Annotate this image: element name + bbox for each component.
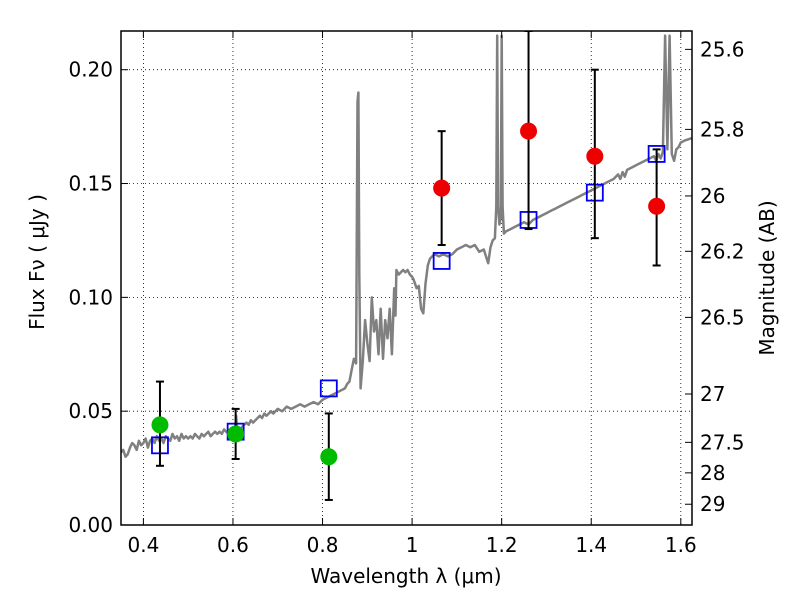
mag-tick-label: 26 xyxy=(700,184,725,208)
mag-tick-label: 27.5 xyxy=(700,430,745,454)
model-square-marker xyxy=(432,252,451,270)
x-tick-label: 0.6 xyxy=(217,533,249,557)
x-tick-label: 1 xyxy=(406,533,419,557)
y-tick-label: 0.05 xyxy=(68,399,113,423)
mag-tick-label: 26.5 xyxy=(700,305,745,329)
x-tick-label: 1.4 xyxy=(575,533,607,557)
mag-tick-label: 25.8 xyxy=(700,117,745,141)
mag-tick-label: 28 xyxy=(700,461,725,485)
axis-ticks: 0.4 0.6 0.8 1 1.2 1.4 1.6 0.00 0.05 0.10 0.15 0.20 2… xyxy=(68,31,745,557)
y-tick-label: 0.10 xyxy=(68,285,113,309)
y-tick-label: 0.15 xyxy=(68,172,113,196)
x-tick-label: 1.6 xyxy=(665,533,697,557)
x-tick-label: 0.8 xyxy=(307,533,339,557)
y-tick-label: 0.00 xyxy=(68,513,113,537)
plot-data xyxy=(121,31,692,501)
mag-tick-label: 25.6 xyxy=(700,37,745,61)
mag-tick-label: 26.2 xyxy=(700,239,745,263)
detections-point xyxy=(433,179,451,197)
model-square-marker xyxy=(319,379,338,398)
detections-point xyxy=(648,197,666,215)
y-axis-right-title: Magnitude (AB) xyxy=(755,200,779,355)
detections-point xyxy=(520,122,538,140)
optical-point xyxy=(227,425,245,443)
detections-point xyxy=(586,147,604,165)
spectrum-line xyxy=(121,34,692,458)
x-tick-label: 1.2 xyxy=(486,533,518,557)
y-tick-label: 0.20 xyxy=(68,58,113,82)
x-tick-label: 0.4 xyxy=(127,533,159,557)
plot-frame xyxy=(120,30,693,526)
y-axis-title: Flux Fν ( μJy ) xyxy=(25,194,49,330)
mag-tick-label: 27 xyxy=(700,382,725,406)
optical-point xyxy=(151,416,169,434)
x-axis-title: Wavelength λ (μm) xyxy=(310,564,501,588)
optical-point xyxy=(320,448,338,466)
mag-tick-label: 29 xyxy=(700,492,725,516)
